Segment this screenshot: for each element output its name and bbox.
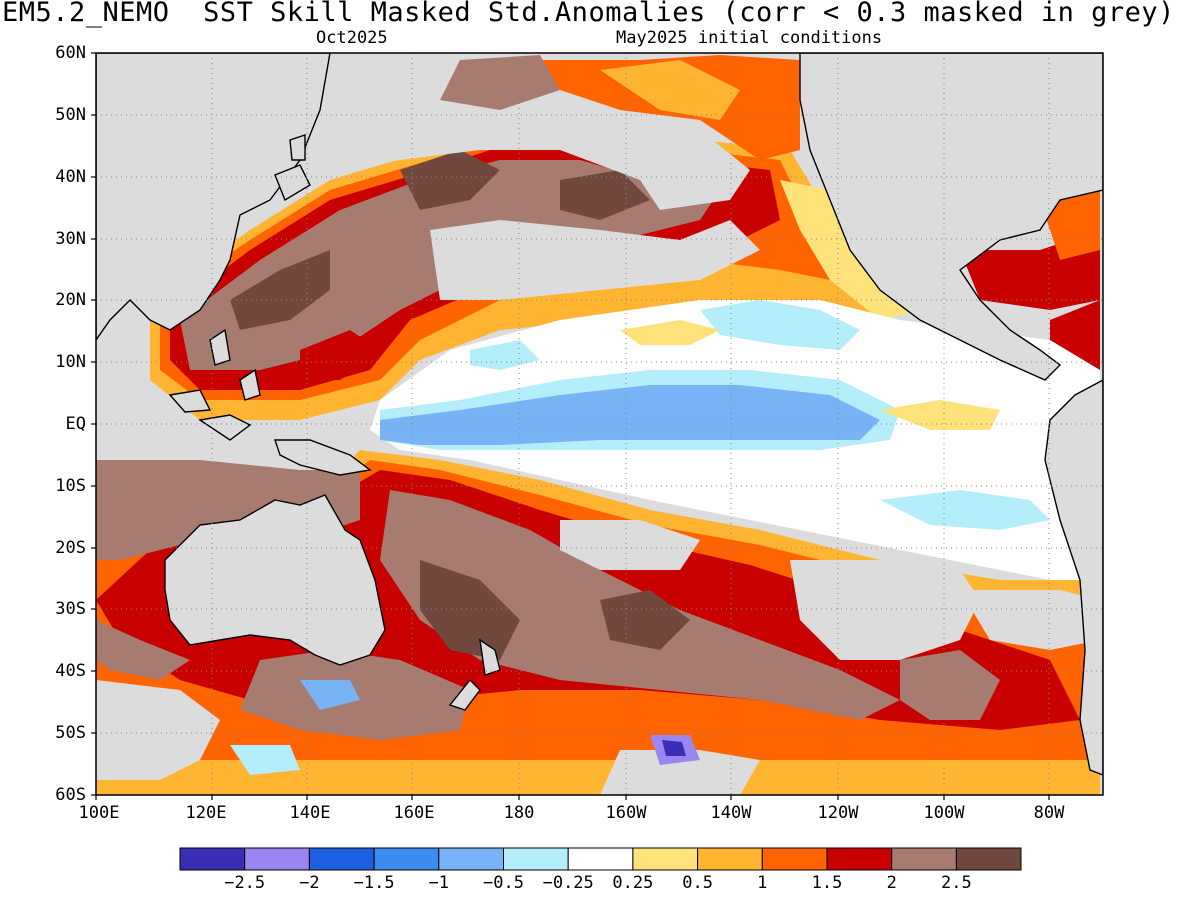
gulf-of-alaska-core <box>600 60 740 120</box>
colorbar-swatch-3 <box>308 847 375 871</box>
equatorial-band <box>370 300 1100 580</box>
land-masses <box>96 53 1103 776</box>
colorbar-swatch-5 <box>438 847 504 871</box>
colorbar-label: −1.5 <box>353 873 395 893</box>
map-plot-area <box>96 53 1103 795</box>
southern-ocean-cold-core <box>662 740 686 756</box>
australia-landmass <box>164 494 386 666</box>
colorbar-label: 2.5 <box>941 873 972 893</box>
lat-label-40n: 40N <box>55 167 86 187</box>
colorbar-label: −0.5 <box>483 873 524 893</box>
colorbar-label: 1 <box>757 873 768 893</box>
colorbar-swatch-7 <box>567 847 634 871</box>
southern-cold-patch <box>230 745 300 775</box>
colorbar-swatch-1 <box>179 847 246 871</box>
lon-label-160e: 160E <box>393 803 435 823</box>
colorbar-label: 0.5 <box>682 873 713 893</box>
colorbar-swatch-13 <box>955 847 1022 871</box>
lon-label-100e: 100E <box>78 803 120 823</box>
new-guinea-landmass <box>274 439 372 476</box>
lon-label-120e: 120E <box>185 803 227 823</box>
colorbar-swatch-12 <box>891 847 957 871</box>
lon-label-80w: 80W <box>1033 803 1065 823</box>
colorbar-swatch-8 <box>632 847 699 871</box>
lon-label-100w: 100W <box>923 803 965 823</box>
lat-label-60n: 60N <box>55 43 86 63</box>
init-conditions-label: May2025 initial conditions <box>616 28 883 48</box>
colorbar-swatch-6 <box>503 847 569 871</box>
colorbar-label: −1 <box>428 873 450 893</box>
lon-label-140w: 140W <box>710 803 752 823</box>
north-america-landmass <box>799 53 1103 381</box>
lat-label-20s: 20S <box>55 538 86 558</box>
lat-label-10n: 10N <box>55 352 86 372</box>
new-zealand-landmass <box>448 638 501 711</box>
lat-label-60s: 60S <box>55 785 86 805</box>
graticule <box>96 53 1103 795</box>
colorbar-swatch-4 <box>373 847 440 871</box>
lat-label-50n: 50N <box>55 105 86 125</box>
south-america-landmass <box>1044 379 1103 776</box>
colorbar-label: 0.25 <box>612 873 654 893</box>
colorbar-label: −2.5 <box>224 873 266 893</box>
lon-label-140e: 140E <box>289 803 331 823</box>
lat-label-20n: 20N <box>55 290 86 310</box>
lat-label-eq: EQ <box>65 414 86 434</box>
axis-ticks <box>91 52 1050 800</box>
chart-title: EM5.2_NEMO SST Skill Masked Std.Anomalie… <box>2 0 1175 28</box>
asia-landmass <box>96 53 331 342</box>
tasman-cold-spot <box>300 680 360 710</box>
colorbar-swatch-9 <box>697 847 763 871</box>
lon-label-160w: 160W <box>605 803 647 823</box>
colorbar-label: −0.25 <box>542 873 594 893</box>
bering-anomaly <box>440 55 560 110</box>
lat-label-10s: 10S <box>55 476 86 496</box>
lat-label-40s: 40S <box>55 661 86 681</box>
lat-label-30s: 30S <box>55 599 86 619</box>
lat-label-50s: 50S <box>55 723 86 743</box>
colorbar-swatch-10 <box>761 847 828 871</box>
north-pacific-masked-patches <box>330 100 760 300</box>
lon-label-180: 180 <box>503 803 535 823</box>
colorbar-swatch-2 <box>244 847 310 871</box>
indonesia-islands <box>168 328 261 441</box>
colorbar-label: 2 <box>886 873 897 893</box>
colorbar <box>179 847 1022 871</box>
south-pacific-masked-patches <box>96 520 1100 795</box>
colorbar-label: 1.5 <box>811 873 843 893</box>
target-month-label: Oct2025 <box>316 28 388 48</box>
lat-label-30n: 30N <box>55 229 86 249</box>
japan-landmass <box>274 134 311 202</box>
lon-label-120w: 120W <box>817 803 859 823</box>
colorbar-label: −2 <box>299 873 320 893</box>
colorbar-swatch-11 <box>826 847 893 871</box>
